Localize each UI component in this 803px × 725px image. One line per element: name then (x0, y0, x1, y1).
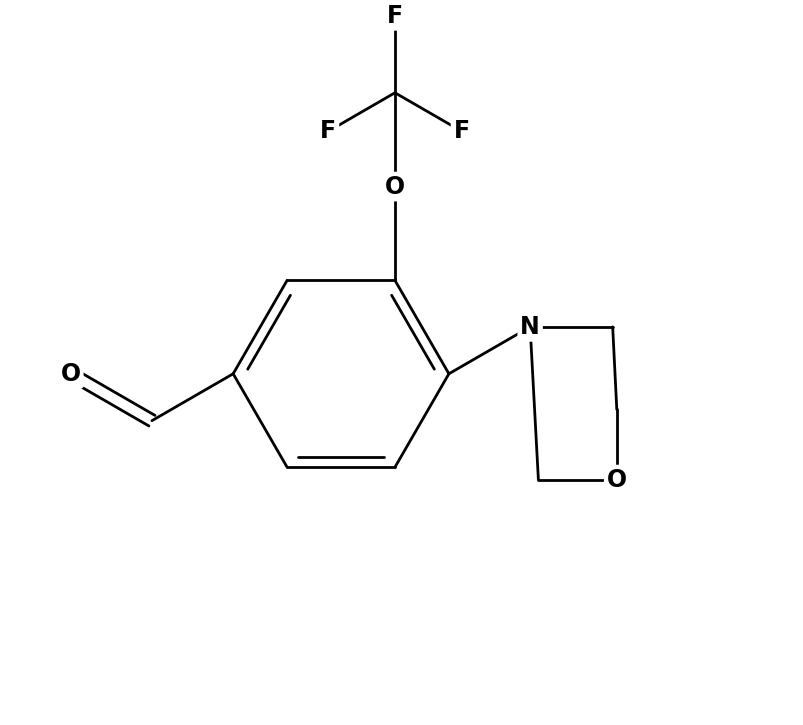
Text: O: O (606, 468, 626, 492)
Text: O: O (385, 175, 405, 199)
Text: O: O (60, 362, 80, 386)
Text: N: N (520, 315, 540, 339)
Text: F: F (386, 4, 402, 28)
Text: F: F (320, 119, 336, 144)
Text: F: F (453, 119, 469, 144)
